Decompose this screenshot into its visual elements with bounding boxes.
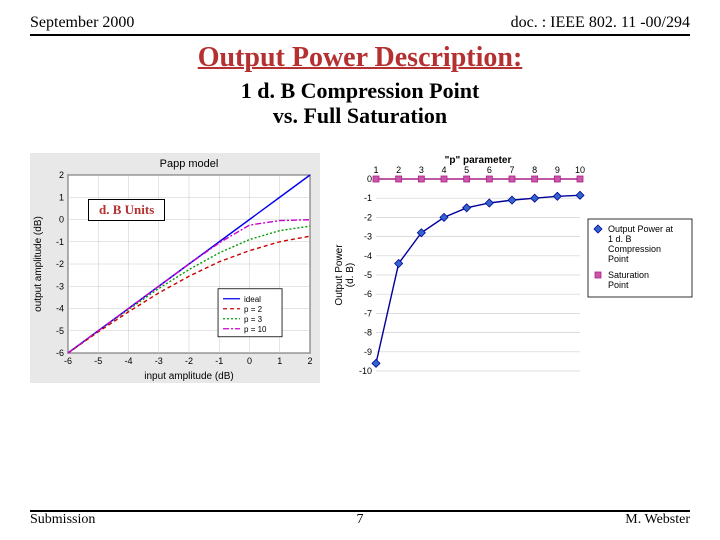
svg-text:1: 1 bbox=[277, 356, 282, 366]
svg-text:9: 9 bbox=[555, 165, 560, 175]
svg-text:Papp model: Papp model bbox=[160, 158, 219, 170]
svg-text:-4: -4 bbox=[364, 250, 372, 260]
svg-text:0: 0 bbox=[247, 356, 252, 366]
svg-text:ideal: ideal bbox=[244, 294, 261, 303]
svg-text:-5: -5 bbox=[56, 325, 64, 335]
svg-text:0: 0 bbox=[59, 214, 64, 224]
svg-text:p = 10: p = 10 bbox=[244, 324, 267, 333]
svg-text:Point: Point bbox=[608, 254, 629, 264]
svg-text:Output Power: Output Power bbox=[334, 243, 345, 305]
svg-text:-1: -1 bbox=[215, 356, 223, 366]
footer: Submission 7 M. Webster bbox=[30, 510, 690, 528]
header: September 2000 doc. : IEEE 802. 11 -00/2… bbox=[30, 14, 690, 36]
svg-text:-3: -3 bbox=[155, 356, 163, 366]
subtitle-line1: 1 d. B Compression Point bbox=[241, 78, 480, 103]
svg-text:-1: -1 bbox=[364, 193, 372, 203]
svg-text:-4: -4 bbox=[56, 303, 64, 313]
svg-text:-3: -3 bbox=[56, 281, 64, 291]
svg-text:Output Power at: Output Power at bbox=[608, 224, 674, 234]
svg-text:p = 3: p = 3 bbox=[244, 314, 263, 323]
svg-text:0: 0 bbox=[367, 174, 372, 184]
right-chart-svg: 0 -1 -2 -3 -4 -5 -6 -7 -8 -9 -10 1 2 3 4 5 6 7 8 9 10 "p" par… bbox=[328, 153, 698, 383]
db-units-label: d. B Units bbox=[88, 199, 165, 221]
svg-text:-9: -9 bbox=[364, 346, 372, 356]
svg-text:6: 6 bbox=[487, 165, 492, 175]
svg-text:10: 10 bbox=[575, 165, 585, 175]
svg-text:-6: -6 bbox=[64, 356, 72, 366]
svg-text:output amplitude (dB): output amplitude (dB) bbox=[33, 216, 44, 312]
svg-text:3: 3 bbox=[419, 165, 424, 175]
subtitle: 1 d. B Compression Point vs. Full Satura… bbox=[30, 78, 690, 129]
svg-text:-2: -2 bbox=[56, 259, 64, 269]
svg-text:7: 7 bbox=[509, 165, 514, 175]
footer-right: M. Webster bbox=[625, 512, 690, 528]
svg-text:4: 4 bbox=[441, 165, 446, 175]
right-chart: 0 -1 -2 -3 -4 -5 -6 -7 -8 -9 -10 1 2 3 4 5 6 7 8 9 10 "p" par… bbox=[328, 153, 698, 388]
svg-text:-1: -1 bbox=[56, 236, 64, 246]
svg-text:8: 8 bbox=[532, 165, 537, 175]
svg-text:2: 2 bbox=[307, 356, 312, 366]
svg-text:5: 5 bbox=[464, 165, 469, 175]
svg-text:-2: -2 bbox=[364, 212, 372, 222]
svg-text:-10: -10 bbox=[359, 366, 372, 376]
svg-text:-7: -7 bbox=[364, 308, 372, 318]
svg-text:-8: -8 bbox=[364, 327, 372, 337]
svg-text:-4: -4 bbox=[124, 356, 132, 366]
svg-text:2: 2 bbox=[59, 170, 64, 180]
svg-text:Compression: Compression bbox=[608, 244, 661, 254]
svg-text:Saturation: Saturation bbox=[608, 270, 649, 280]
subtitle-line2: vs. Full Saturation bbox=[273, 103, 447, 128]
svg-text:-6: -6 bbox=[364, 289, 372, 299]
svg-text:-2: -2 bbox=[185, 356, 193, 366]
charts-row: d. B Units -6-5-4-3-2-1012-6-5-4-3-2-101… bbox=[30, 153, 690, 388]
left-chart: d. B Units -6 -5 -4 -3 -2 -1 0 1 2 -6 -5 -4 -3 -2 -1 0 1… bbox=[30, 153, 320, 383]
svg-text:2: 2 bbox=[396, 165, 401, 175]
svg-text:-6: -6 bbox=[56, 348, 64, 358]
header-doc: doc. : IEEE 802. 11 -00/294 bbox=[511, 14, 690, 32]
svg-text:-5: -5 bbox=[94, 356, 102, 366]
svg-text:Point: Point bbox=[608, 280, 629, 290]
main-title: Output Power Description: bbox=[30, 42, 690, 74]
svg-text:"p" parameter: "p" parameter bbox=[445, 155, 512, 166]
svg-text:1: 1 bbox=[373, 165, 378, 175]
svg-text:1 d. B: 1 d. B bbox=[608, 234, 632, 244]
svg-text:(d. B): (d. B) bbox=[345, 262, 356, 286]
svg-text:p = 2: p = 2 bbox=[244, 304, 263, 313]
svg-text:input amplitude (dB): input amplitude (dB) bbox=[144, 371, 234, 382]
footer-left: Submission bbox=[30, 512, 95, 528]
svg-text:-3: -3 bbox=[364, 231, 372, 241]
svg-text:1: 1 bbox=[59, 192, 64, 202]
header-date: September 2000 bbox=[30, 14, 134, 32]
left-chart-svg: -6 -5 -4 -3 -2 -1 0 1 2 -6 -5 -4 -3 -2 -1 0 1 2 Papp model… bbox=[30, 153, 320, 383]
svg-text:-5: -5 bbox=[364, 270, 372, 280]
footer-page: 7 bbox=[357, 512, 364, 528]
